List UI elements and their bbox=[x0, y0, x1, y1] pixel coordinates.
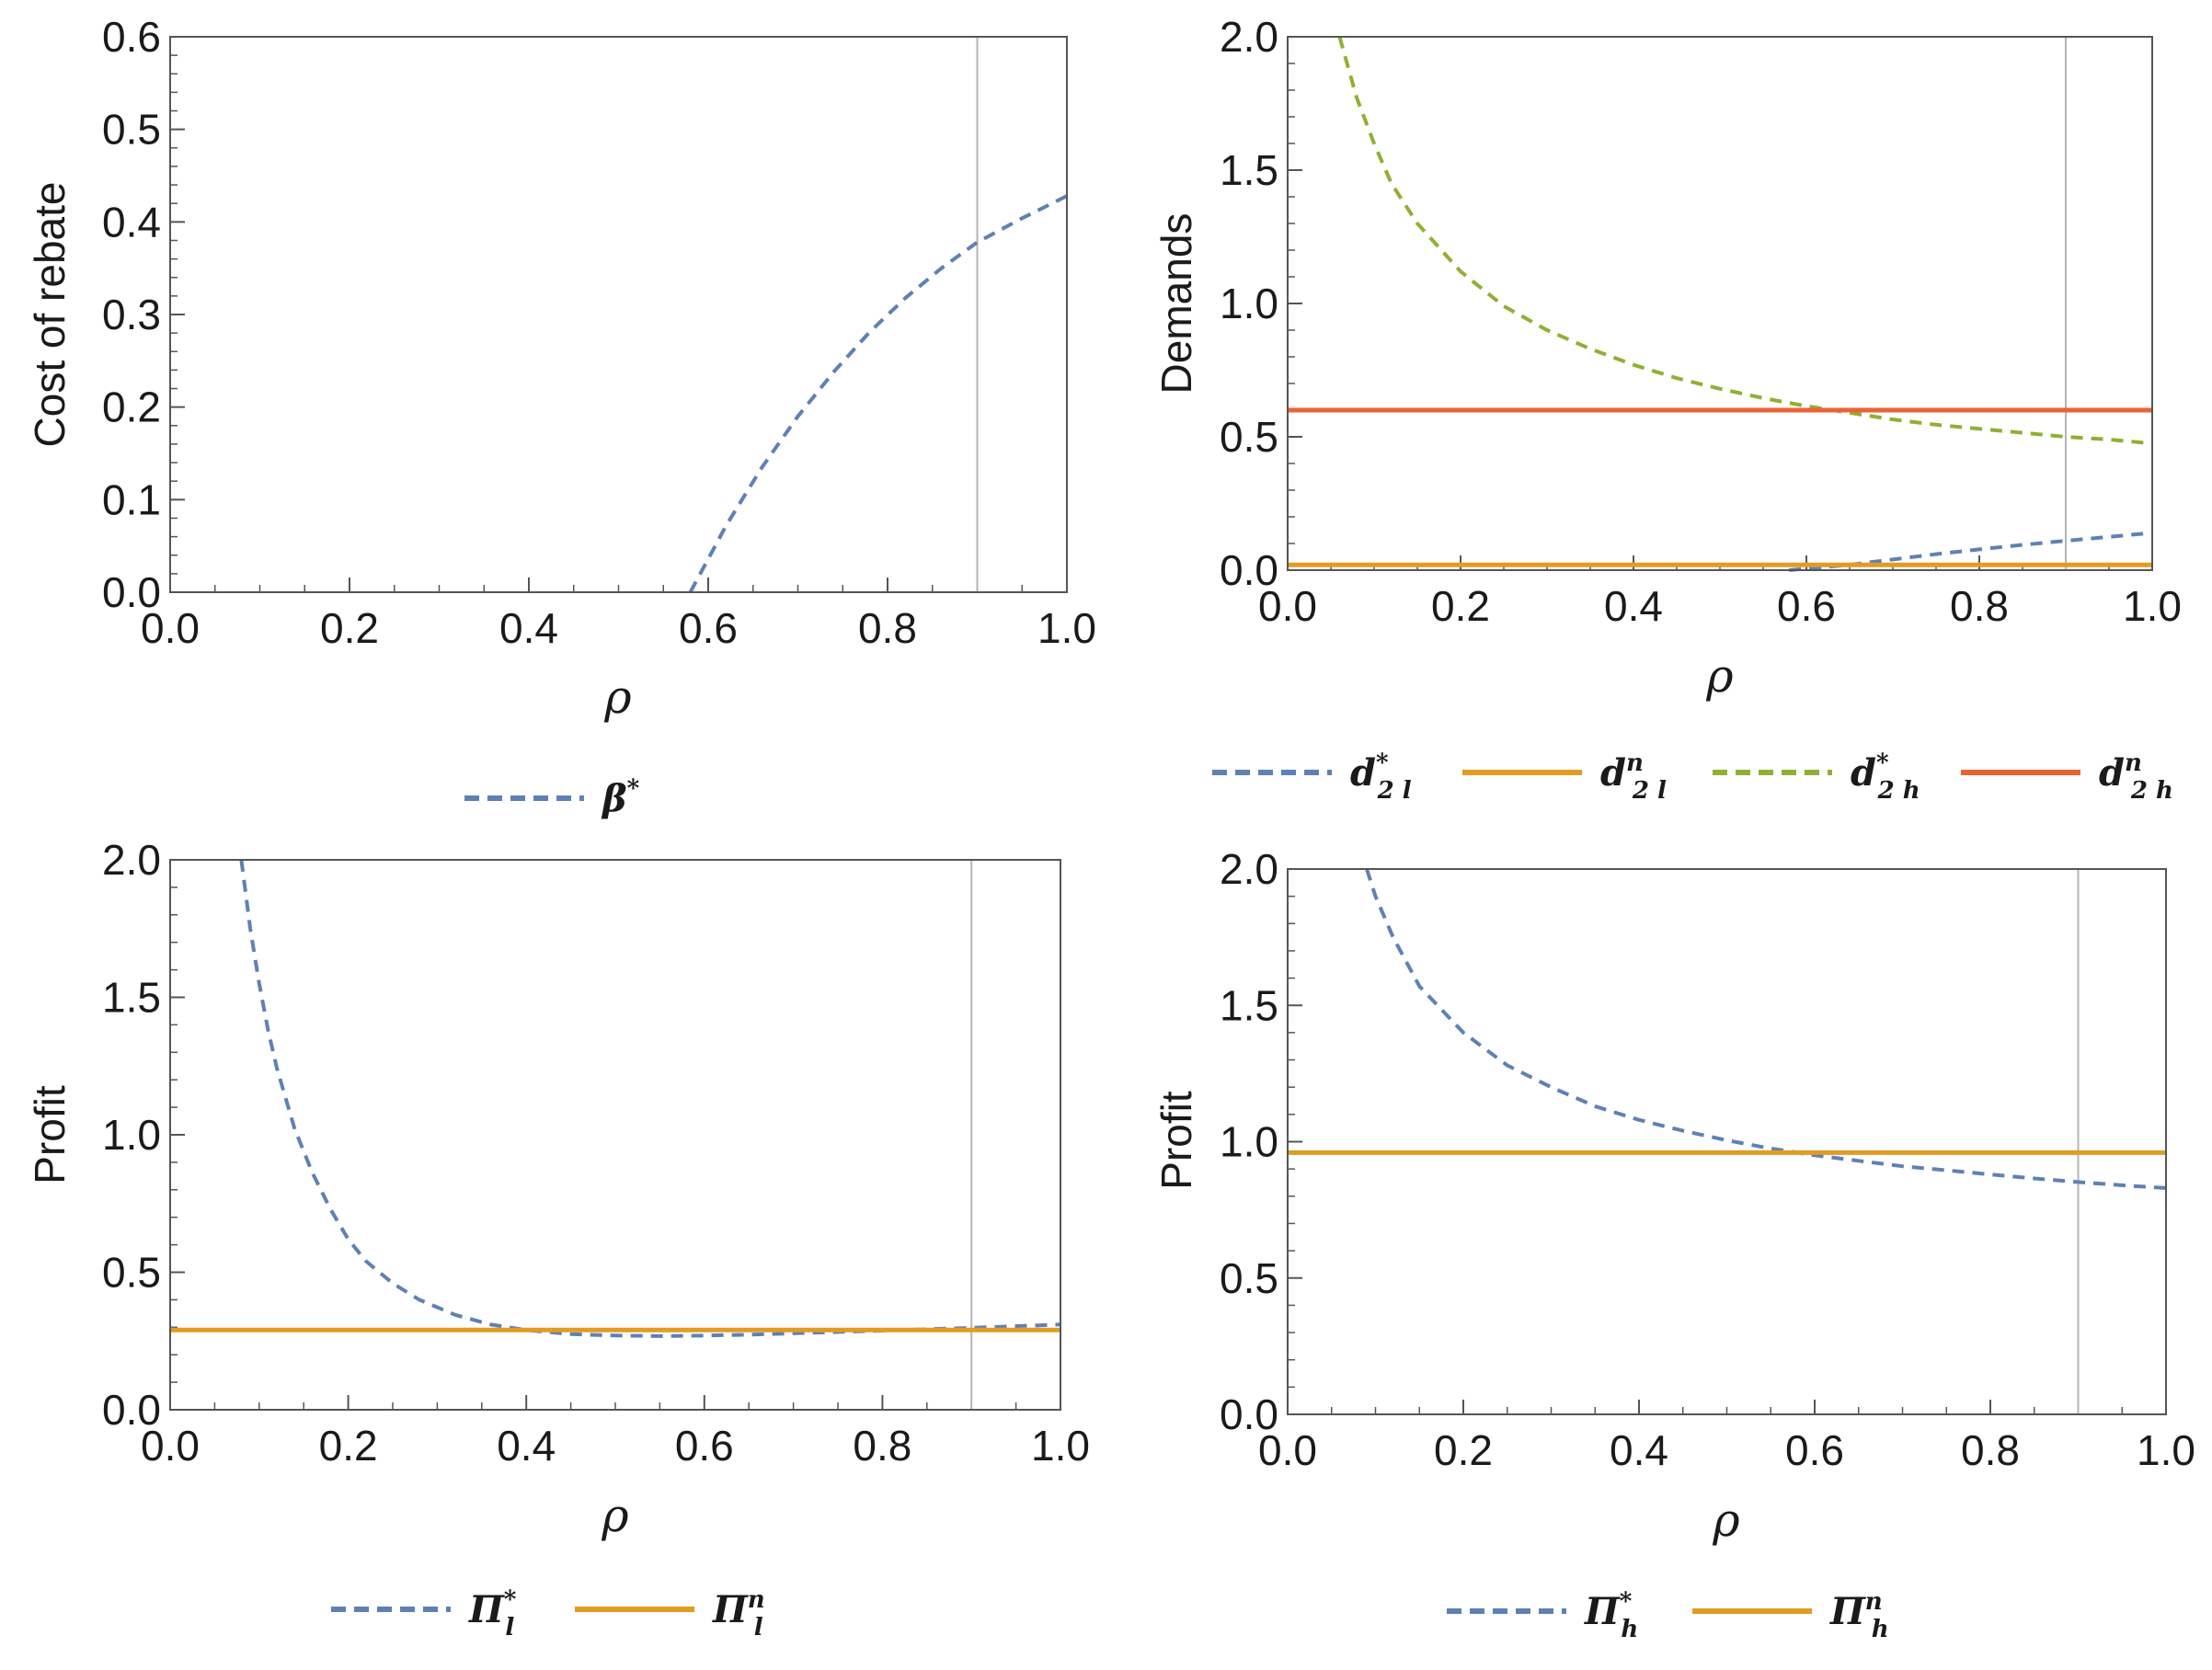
p3-xtick-label: 0.6 bbox=[675, 1422, 734, 1470]
p4-ytick-label: 2.0 bbox=[1220, 845, 1278, 893]
p2-series-2-line bbox=[1337, 36, 2153, 446]
p2-xtick-label: 0.0 bbox=[1258, 582, 1317, 630]
p1-ticks: 0.0 0.2 0.4 0.6 0.8 1.0 0.0 0.1 0.2 0.3 0.4 0.5 0.6 bbox=[102, 13, 1096, 652]
panel-beta: 0.0 0.2 0.4 0.6 0.8 1.00.00.10.20.30.40.50.6 … bbox=[26, 13, 1096, 820]
p1-ytick-label: 0.6 bbox=[102, 13, 161, 61]
p4-xlabel: ρ bbox=[1712, 1493, 1740, 1547]
p1-series bbox=[688, 194, 1068, 593]
p4-ytick-label: 1.0 bbox=[1220, 1118, 1278, 1166]
p4-xtick-label: 0.4 bbox=[1610, 1426, 1668, 1474]
p4-series-0-line bbox=[1365, 868, 2167, 1190]
p2-xtick-label: 0.6 bbox=[1777, 582, 1836, 630]
p1-series-0-line bbox=[688, 194, 1068, 593]
p3-ytick-label: 2.0 bbox=[102, 836, 161, 884]
p3-ytick-label: 1.0 bbox=[102, 1111, 161, 1159]
p2-frame bbox=[1287, 36, 2153, 571]
p2-ytick-label: 1.0 bbox=[1220, 280, 1278, 327]
p3-legend-label-1: Πn l bbox=[712, 1586, 765, 1641]
panel-profit-l: 0.0 0.2 0.4 0.6 0.8 1.0 0.0 0.5 1.0 1.5 2.0 Profit… bbox=[26, 836, 1090, 1641]
p3-xtick-label: 0.2 bbox=[319, 1422, 378, 1470]
p4-legend-label-0: Π* h bbox=[1584, 1588, 1638, 1643]
p3-series-0-line bbox=[239, 859, 1061, 1338]
p1-xtick-label: 1.0 bbox=[1037, 604, 1096, 652]
p2-series-0-line bbox=[1789, 531, 2153, 572]
p1-xtick-label: 0.2 bbox=[320, 604, 379, 652]
p2-legend-label-2: d* 2 h bbox=[1851, 749, 1920, 805]
p3-xtick-label: 0.0 bbox=[141, 1422, 200, 1470]
p1-xlabel: ρ bbox=[603, 670, 632, 724]
p2-ticks: 0.0 0.2 0.4 0.6 0.8 1.0 0.0 0.5 1.0 1.5 2.0 bbox=[1220, 13, 2182, 630]
p3-frame bbox=[169, 859, 1061, 1411]
p3-ylabel: Profit bbox=[26, 1085, 74, 1184]
p1-legend: β* bbox=[464, 775, 640, 820]
p4-ytick-label: 0.5 bbox=[1220, 1254, 1278, 1302]
panel-demands: 0.0 0.2 0.4 0.6 0.8 1.0 0.0 0.5 1.0 1.5 2.0 Demand… bbox=[1152, 13, 2182, 805]
p4-xtick-label: 0.2 bbox=[1434, 1426, 1493, 1474]
p3-ytick-label: 0.0 bbox=[102, 1386, 161, 1434]
p4-series bbox=[1288, 868, 2167, 1190]
p3-ytick-label: 0.5 bbox=[102, 1249, 161, 1297]
p4-legend-label-1: Πn h bbox=[1829, 1588, 1889, 1643]
p1-xtick-label: 0.0 bbox=[141, 604, 200, 652]
p1-ytick-label: 0.0 bbox=[102, 568, 161, 616]
p2-legend: d* 2 l dn 2 l d* 2 h dn 2 h bbox=[1212, 749, 2173, 805]
p4-ytick-label: 0.0 bbox=[1220, 1390, 1278, 1438]
p1-xtick-label: 0.6 bbox=[679, 604, 738, 652]
p2-xtick-label: 0.2 bbox=[1431, 582, 1490, 630]
p4-xtick-label: 0.0 bbox=[1258, 1426, 1317, 1474]
p1-xtick-label: 0.4 bbox=[499, 604, 558, 652]
p4-xtick-label: 1.0 bbox=[2137, 1426, 2195, 1474]
p3-xtick-label: 0.8 bbox=[853, 1422, 911, 1470]
p1-ylabel: Cost of rebate bbox=[26, 182, 74, 448]
p3-legend-label-0: Π* l bbox=[468, 1586, 517, 1641]
p4-xtick-label: 0.6 bbox=[1785, 1426, 1844, 1474]
p4-frame bbox=[1287, 868, 2167, 1415]
p3-series bbox=[170, 859, 1061, 1338]
p4-xtick-label: 0.8 bbox=[1961, 1426, 2020, 1474]
p2-legend-label-0: d* 2 l bbox=[1350, 749, 1412, 805]
panel-profit-h: 0.0 0.2 0.4 0.6 0.8 1.0 0.0 0.5 1.0 1.5 2.0 Profit… bbox=[1152, 845, 2195, 1643]
p2-ytick-label: 1.5 bbox=[1220, 146, 1278, 194]
p4-ytick-label: 1.5 bbox=[1220, 981, 1278, 1029]
p4-legend: Π* h Πn h bbox=[1447, 1588, 1889, 1643]
p2-series bbox=[1288, 36, 2153, 572]
p2-xlabel: ρ bbox=[1705, 649, 1734, 703]
p2-xtick-label: 0.8 bbox=[1950, 582, 2009, 630]
p4-ylabel: Profit bbox=[1152, 1091, 1200, 1190]
p2-ytick-label: 0.5 bbox=[1220, 413, 1278, 461]
p3-xtick-label: 0.4 bbox=[497, 1422, 556, 1470]
p2-ylabel: Demands bbox=[1152, 213, 1200, 395]
p2-legend-label-1: dn 2 l bbox=[1600, 749, 1667, 805]
p1-ytick-label: 0.4 bbox=[102, 198, 161, 246]
p1-ytick-label: 0.5 bbox=[102, 106, 161, 154]
p1-ytick-label: 0.3 bbox=[102, 291, 161, 338]
p3-ticks: 0.0 0.2 0.4 0.6 0.8 1.0 0.0 0.5 1.0 1.5 2.0 bbox=[102, 836, 1090, 1470]
p4-ticks: 0.0 0.2 0.4 0.6 0.8 1.0 0.0 0.5 1.0 1.5 2.0 bbox=[1220, 845, 2195, 1474]
p1-frame bbox=[169, 36, 1068, 593]
p2-xtick-label: 1.0 bbox=[2123, 582, 2182, 630]
p2-xtick-label: 0.4 bbox=[1604, 582, 1663, 630]
p2-legend-label-3: dn 2 h bbox=[2099, 749, 2173, 805]
p3-xlabel: ρ bbox=[601, 1489, 629, 1542]
p3-ytick-label: 1.5 bbox=[102, 974, 161, 1022]
p3-xtick-label: 1.0 bbox=[1031, 1422, 1090, 1470]
p1-xtick-label: 0.8 bbox=[858, 604, 917, 652]
p1-ytick-label: 0.2 bbox=[102, 383, 161, 431]
p2-ytick-label: 2.0 bbox=[1220, 13, 1278, 61]
p2-ytick-label: 0.0 bbox=[1220, 546, 1278, 594]
p1-ytick-label: 0.1 bbox=[102, 475, 161, 523]
p3-legend: Π* l Πn l bbox=[331, 1586, 765, 1641]
p1-legend-label-0: β* bbox=[601, 775, 640, 820]
